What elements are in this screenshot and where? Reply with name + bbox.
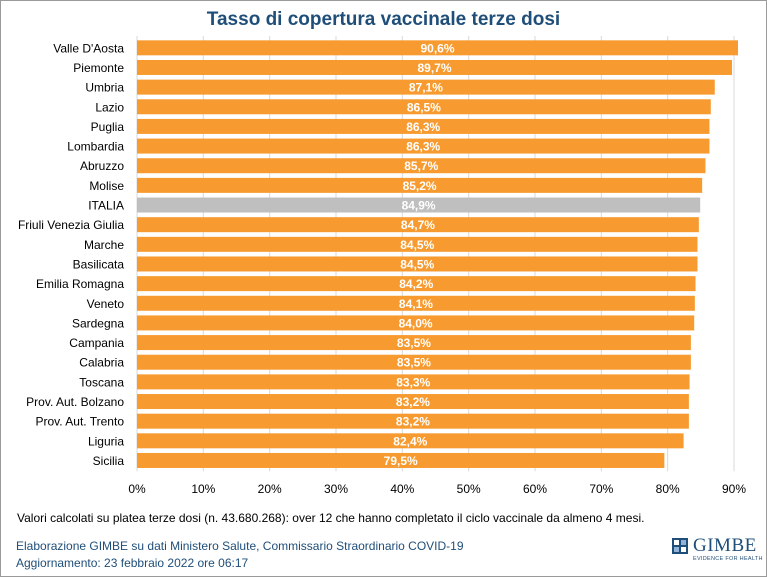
category-label: Abruzzo <box>80 159 124 173</box>
category-label: Sardegna <box>72 316 124 330</box>
category-label: Valle D'Aosta <box>53 41 124 55</box>
category-label: Liguria <box>88 434 124 448</box>
footnote: Valori calcolati su platea terze dosi (n… <box>17 511 645 525</box>
bar <box>137 394 689 410</box>
bar-value-label: 84,5% <box>400 238 434 252</box>
bar <box>137 138 710 154</box>
bar-value-label: 86,5% <box>407 100 441 114</box>
x-tick-label: 90% <box>722 482 746 496</box>
logo-name: GIMBE <box>693 535 757 556</box>
gimbe-logo-mark-icon <box>672 538 688 554</box>
bar <box>137 118 710 134</box>
bar-value-label: 84,0% <box>399 316 433 330</box>
bars: 90,6% 89,7% 87,1% 86,5% 86,3% 86,3% 85,7% 85,2%… <box>137 40 738 468</box>
x-tick-label: 30% <box>324 482 348 496</box>
bar-value-label: 84,7% <box>401 218 435 232</box>
x-tick-label: 0% <box>128 482 146 496</box>
bar <box>137 158 706 174</box>
x-tick-label: 80% <box>656 482 680 496</box>
x-tick-label: 60% <box>523 482 547 496</box>
bar-value-label: 84,9% <box>402 199 436 213</box>
category-label: Piemonte <box>73 61 124 75</box>
category-label: Marche <box>84 238 124 252</box>
bar <box>137 79 715 95</box>
gimbe-logo: GIMBE EVIDENCE FOR HEALTH <box>672 535 762 565</box>
category-label: Calabria <box>79 356 124 370</box>
update-timestamp: Aggiornamento: 23 febbraio 2022 ore 06:1… <box>16 556 249 570</box>
bar <box>137 433 684 449</box>
chart-title: Tasso di copertura vaccinale terze dosi <box>206 9 561 30</box>
bar-value-label: 84,1% <box>399 297 433 311</box>
bar-value-label: 82,4% <box>393 434 427 448</box>
bar <box>137 276 696 292</box>
category-label: Emilia Romagna <box>36 277 124 291</box>
category-label: Sicilia <box>93 454 125 468</box>
bar-value-label: 83,5% <box>397 356 431 370</box>
bar <box>137 59 733 75</box>
category-label: Puglia <box>91 120 125 134</box>
bar-value-label: 85,7% <box>404 159 438 173</box>
category-label: Lazio <box>95 100 124 114</box>
x-tick-label: 70% <box>589 482 613 496</box>
category-label: Friuli Venezia Giulia <box>18 218 124 232</box>
bar-value-label: 87,1% <box>409 81 443 95</box>
x-tick-label: 10% <box>191 482 215 496</box>
bar <box>137 236 698 252</box>
category-label: Basilicata <box>73 257 125 271</box>
bar-value-label: 83,3% <box>396 375 430 389</box>
bar-value-label: 84,5% <box>400 257 434 271</box>
logo-tagline: EVIDENCE FOR HEALTH <box>693 556 763 562</box>
category-labels: Valle D'Aosta Piemonte Umbria Lazio Puglia Lo… <box>18 41 124 468</box>
bar-value-label: 86,3% <box>406 120 440 134</box>
bar <box>137 413 689 429</box>
category-label: Umbria <box>85 81 124 95</box>
x-tick-label: 50% <box>457 482 481 496</box>
bar-value-label: 84,2% <box>399 277 433 291</box>
bar <box>137 315 695 331</box>
bar <box>137 374 690 390</box>
bar-value-label: 83,2% <box>396 395 430 409</box>
bar-value-label: 83,2% <box>396 415 430 429</box>
bar-value-label: 85,2% <box>403 179 437 193</box>
bar <box>137 256 698 272</box>
category-label: Toscana <box>79 375 124 389</box>
bar <box>137 40 738 56</box>
category-label: Molise <box>89 179 124 193</box>
x-tick-label: 40% <box>390 482 414 496</box>
bar-value-label: 83,5% <box>397 336 431 350</box>
bar <box>137 197 701 213</box>
bar-value-label: 79,5% <box>384 454 418 468</box>
category-label: Prov. Aut. Trento <box>36 415 125 429</box>
bar-value-label: 86,3% <box>406 140 440 154</box>
bar <box>137 452 665 468</box>
bar <box>137 335 691 351</box>
bar <box>137 354 691 370</box>
category-label: Veneto <box>87 297 125 311</box>
bar <box>137 177 703 193</box>
bar-value-label: 90,6% <box>420 41 454 55</box>
category-label: Lombardia <box>67 140 124 154</box>
bar <box>137 99 711 115</box>
bar <box>137 217 699 233</box>
category-label: ITALIA <box>88 199 124 213</box>
category-label: Campania <box>69 336 124 350</box>
bar-value-label: 89,7% <box>417 61 451 75</box>
bar <box>137 295 695 311</box>
credit-line: Elaborazione GIMBE su dati Ministero Sal… <box>16 539 464 553</box>
x-axis-ticks: 0% 10% 20% 30% 40% 50% 60% 70% 80% 90% <box>128 482 746 496</box>
category-label: Prov. Aut. Bolzano <box>26 395 124 409</box>
x-tick-label: 20% <box>258 482 282 496</box>
